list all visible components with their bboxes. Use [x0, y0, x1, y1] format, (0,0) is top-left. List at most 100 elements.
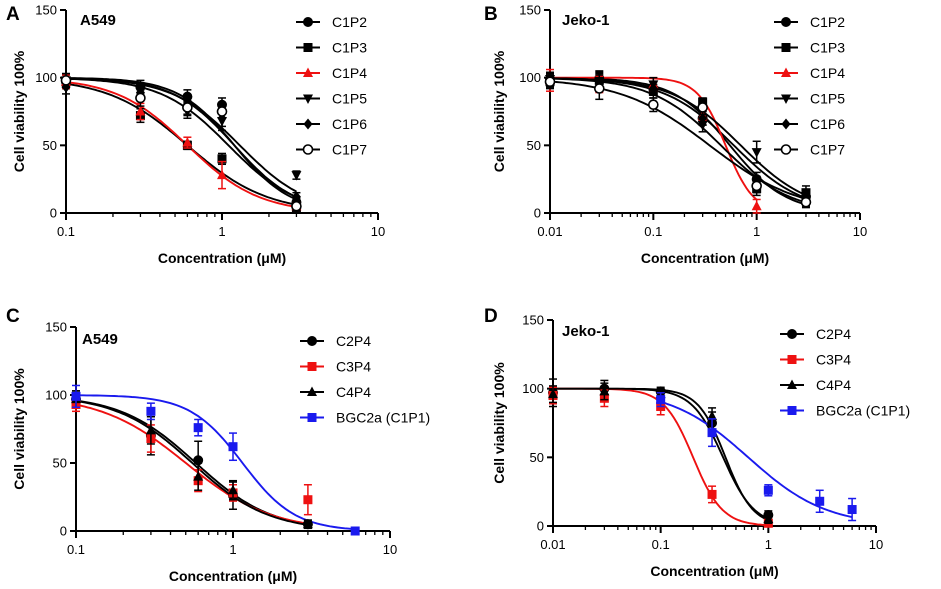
y-tick-label: 100: [45, 388, 67, 403]
data-point: [751, 200, 762, 211]
legend-marker: [781, 94, 791, 104]
legend-marker: [303, 118, 313, 130]
data-point: [135, 92, 146, 104]
panel-b: B 0 50 100 150 0.01 0.1 1 10 Concentration (μM) C…: [484, 3, 867, 267]
data-point: [216, 106, 228, 117]
x-tick-label: 0.1: [652, 537, 670, 552]
panel-letter-b: B: [484, 4, 498, 25]
chart-title: Jeko-1: [562, 323, 610, 340]
panel-letter-c: C: [6, 306, 20, 327]
y-tick-label: 150: [35, 3, 57, 18]
legend-label: C1P5: [332, 91, 367, 107]
y-tick-label: 50: [530, 450, 544, 465]
y-tick-label: 100: [35, 70, 57, 85]
data-point: [182, 91, 193, 102]
x-axis-label: Concentration (μM): [158, 250, 286, 266]
legend-marker: [307, 362, 317, 371]
legend-marker: [787, 379, 797, 389]
y-tick-label: 150: [45, 320, 67, 335]
data-point: [303, 495, 313, 505]
data-point: [594, 83, 605, 94]
x-tick-label: 0.1: [644, 224, 662, 239]
legend-label: C1P4: [810, 65, 845, 81]
x-tick-label: 10: [869, 537, 883, 552]
legend-label: C3P4: [816, 352, 851, 368]
legend-label: C4P4: [336, 384, 371, 400]
legend-marker: [787, 329, 797, 339]
legend-label: C1P3: [332, 40, 367, 56]
y-axis-label: Cell viability 100%: [11, 50, 27, 172]
legend-label: C1P2: [810, 14, 845, 30]
x-axis-label: Concentration (μM): [650, 563, 778, 579]
data-point: [135, 106, 146, 116]
data-point: [228, 442, 238, 452]
x-tick-label: 1: [218, 224, 225, 239]
fit-curve: [65, 81, 297, 208]
y-tick-label: 0: [534, 206, 541, 221]
legend-marker: [307, 413, 317, 422]
data-point: [228, 484, 238, 495]
data-point: [648, 82, 658, 94]
x-tick-label: 1: [753, 224, 760, 239]
data-point: [697, 121, 708, 131]
legend-label: C1P7: [810, 142, 845, 158]
y-tick-label: 150: [522, 313, 544, 328]
data-point: [60, 75, 72, 86]
panel-d: D 0 50 100 150 0.01 0.1 1 10 Concentration (μM) C…: [484, 306, 910, 579]
y-tick-label: 150: [519, 3, 541, 18]
fit-curve: [549, 80, 807, 200]
data-point: [751, 148, 762, 158]
data-point: [763, 485, 773, 495]
data-point: [182, 102, 193, 113]
data-point: [656, 395, 666, 405]
legend-marker: [303, 94, 313, 104]
x-axis-label: Concentration (μM): [641, 250, 769, 266]
y-tick-label: 50: [43, 138, 57, 153]
y-tick-label: 0: [50, 206, 57, 221]
legend-marker: [781, 118, 791, 130]
data-point: [800, 196, 812, 208]
y-axis-label: Cell viability 100%: [491, 50, 507, 172]
data-point: [815, 496, 825, 506]
x-tick-label: 0.01: [537, 224, 562, 239]
data-point: [193, 471, 204, 481]
data-point: [291, 191, 301, 203]
fit-curve: [549, 77, 807, 197]
data-point: [217, 154, 227, 164]
data-point: [544, 76, 556, 88]
legend-label: C1P3: [810, 40, 845, 56]
x-tick-label: 0.1: [57, 224, 75, 239]
legend-label: C1P2: [332, 14, 367, 30]
data-point: [847, 505, 857, 515]
data-point: [751, 180, 762, 192]
y-axis-label: Cell viability 100%: [11, 368, 27, 490]
legend-label: C2P4: [816, 326, 851, 342]
legend-label: C1P6: [332, 116, 367, 132]
legend-marker: [307, 386, 317, 396]
data-point: [599, 385, 610, 396]
x-tick-label: 10: [383, 542, 397, 557]
data-point: [193, 423, 203, 433]
panel-c: C 0 50 100 150 0.1 1 10 Concentration (μM) Cell …: [6, 306, 430, 584]
data-point: [350, 526, 360, 536]
legend-marker: [781, 67, 791, 77]
chart-title: A549: [80, 12, 116, 29]
fit-curve: [75, 403, 309, 525]
data-point: [763, 513, 774, 524]
y-tick-label: 0: [537, 519, 544, 534]
chart-title: A549: [82, 331, 118, 348]
legend-marker: [307, 336, 317, 346]
y-tick-label: 100: [519, 70, 541, 85]
legend-marker: [787, 406, 797, 415]
legend-label: C1P5: [810, 91, 845, 107]
data-point: [697, 102, 708, 113]
legend-marker: [780, 144, 792, 155]
data-point: [217, 169, 227, 180]
legend-label: BGC2a (C1P1): [336, 410, 430, 426]
y-tick-label: 0: [60, 524, 67, 539]
data-point: [707, 489, 717, 499]
data-point: [548, 388, 558, 399]
x-tick-label: 10: [371, 224, 385, 239]
data-point: [291, 200, 302, 212]
